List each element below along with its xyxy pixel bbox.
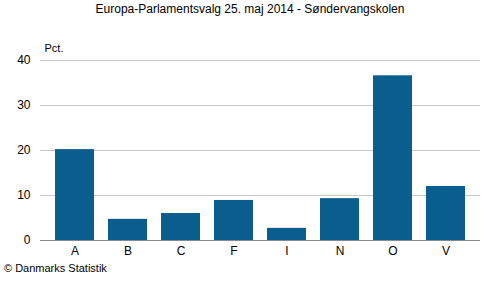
svg-text:F: F bbox=[230, 244, 237, 258]
svg-text:O: O bbox=[388, 244, 397, 258]
svg-text:10: 10 bbox=[17, 188, 31, 202]
svg-text:C: C bbox=[177, 244, 186, 258]
svg-text:A: A bbox=[71, 244, 79, 258]
html-text:Europa-Parlamentsvalg 25. maj: Europa-Parlamentsvalg 25. maj 2014 - Søn… bbox=[95, 2, 405, 16]
svg-text:40: 40 bbox=[17, 53, 31, 67]
svg-text:N: N bbox=[336, 244, 345, 258]
svg-text:I: I bbox=[285, 244, 288, 258]
svg-text:0: 0 bbox=[24, 233, 31, 247]
svg-text:B: B bbox=[124, 244, 132, 258]
svg-text:V: V bbox=[442, 244, 450, 258]
svg-text:30: 30 bbox=[17, 98, 31, 112]
html-text:© Danmarks Statistik: © Danmarks Statistik bbox=[4, 262, 107, 274]
svg-text:Pct.: Pct. bbox=[45, 42, 64, 54]
svg-text:20: 20 bbox=[17, 143, 31, 157]
